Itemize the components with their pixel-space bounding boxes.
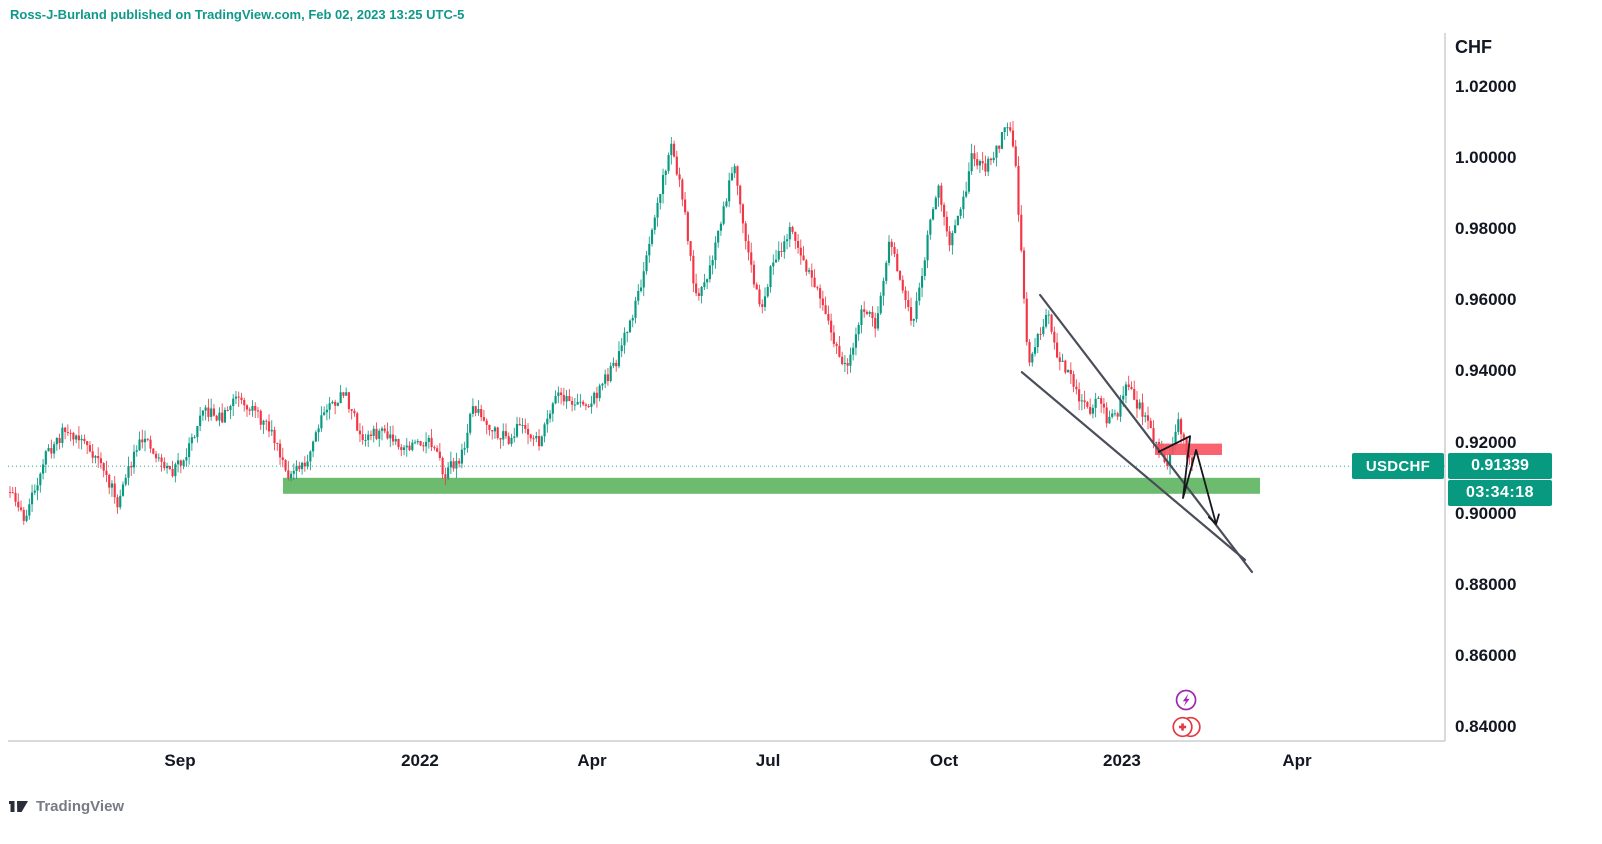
symbol-label: USDCHF xyxy=(1365,457,1431,475)
projection-arrowhead xyxy=(1207,516,1217,525)
symbol-price-badge: USDCHF xyxy=(1352,453,1444,480)
up-candle-bodies xyxy=(25,127,1180,521)
channel-upper-trendline[interactable] xyxy=(1038,293,1254,574)
support-zone-rectangle[interactable] xyxy=(283,477,1260,494)
bar-countdown-value: 03:34:18 xyxy=(1465,484,1535,502)
tradingview-footer-label: TradingView xyxy=(36,798,125,815)
bearish-projection-zigzag[interactable] xyxy=(1157,435,1217,525)
tradingview-footer[interactable]: TradingView xyxy=(8,798,124,815)
tradingview-logo-icon xyxy=(9,801,28,812)
up-candle-wicks xyxy=(26,122,1179,523)
publish-attribution: Ross-J-Burland published on TradingView.… xyxy=(10,7,465,22)
economic-event-icon[interactable] xyxy=(1175,689,1197,711)
channel-lower-trendline[interactable] xyxy=(1020,371,1247,562)
down-candle-wicks xyxy=(9,121,1193,525)
bar-countdown-badge: 03:34:18 xyxy=(1448,480,1552,507)
projection-arrowhead xyxy=(1215,513,1220,525)
last-price-badge: 0.91339 xyxy=(1448,453,1552,480)
last-price-value: 0.91339 xyxy=(1471,457,1529,475)
swiss-franc-event-icon[interactable] xyxy=(1172,716,1201,738)
